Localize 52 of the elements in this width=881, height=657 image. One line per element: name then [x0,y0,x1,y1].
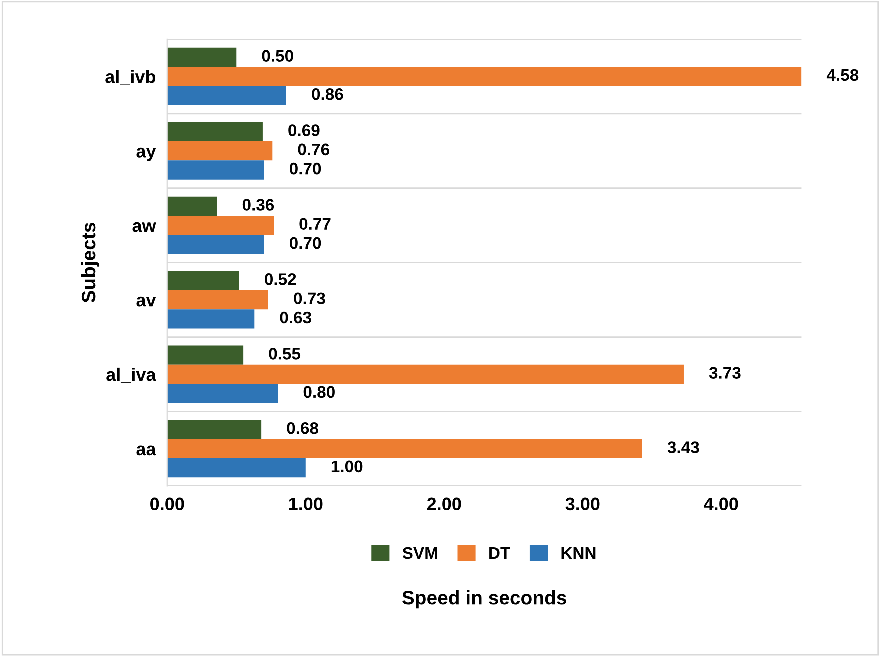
legend-label: SVM [402,547,438,560]
bar [167,216,274,236]
bar [167,196,218,216]
data-label: 0.52 [265,274,296,286]
data-label: 0.55 [269,348,301,360]
x-tick-label: 1.00 [289,498,323,511]
data-label: 0.86 [312,88,344,100]
data-label: 3.43 [668,442,700,454]
y-tick-label: aw [132,222,156,232]
legend-label: DT [490,548,510,560]
data-label: 0.77 [300,218,331,230]
legend-label: KNN [562,548,596,560]
data-label: 0.70 [290,237,322,250]
bar [167,86,286,106]
x-tick-label: 2.00 [427,498,462,511]
bar [167,160,264,180]
bar [167,439,642,459]
data-label: 4.58 [826,69,859,82]
y-tick-label: av [136,296,156,307]
data-label: 0.70 [290,162,322,175]
x-tick-label: 0.00 [150,498,184,511]
x-tick-label: 4.00 [704,498,738,511]
y-tick-label: ay [136,148,156,162]
data-label: 1.00 [332,460,363,473]
data-label: 0.76 [298,144,330,156]
bar [167,384,278,404]
bar [167,142,273,161]
data-label: 0.80 [304,386,335,398]
bar [167,346,244,365]
data-label: 0.63 [280,312,312,324]
y-axis-title: Subjects [81,223,100,303]
bar [167,271,240,290]
x-tick-label: 3.00 [566,498,600,511]
data-label: 0.50 [262,50,294,62]
x-axis-title: Speed in seconds [402,590,566,609]
y-tick-label: al_ivb [106,70,156,86]
bar [167,364,684,384]
data-label: 0.73 [294,292,326,305]
bar [167,235,264,254]
data-label: 0.68 [287,422,318,434]
bar [167,122,263,142]
bar [167,48,237,68]
y-tick-label: aa [136,446,156,456]
bar [167,310,255,329]
y-tick-label: al_iva [106,368,156,384]
data-label: 0.69 [288,124,320,136]
bar [167,290,268,310]
bar [167,458,306,478]
bar [167,67,802,86]
data-label: 0.36 [242,199,274,211]
bar [167,420,262,440]
data-label: 3.73 [709,367,741,379]
